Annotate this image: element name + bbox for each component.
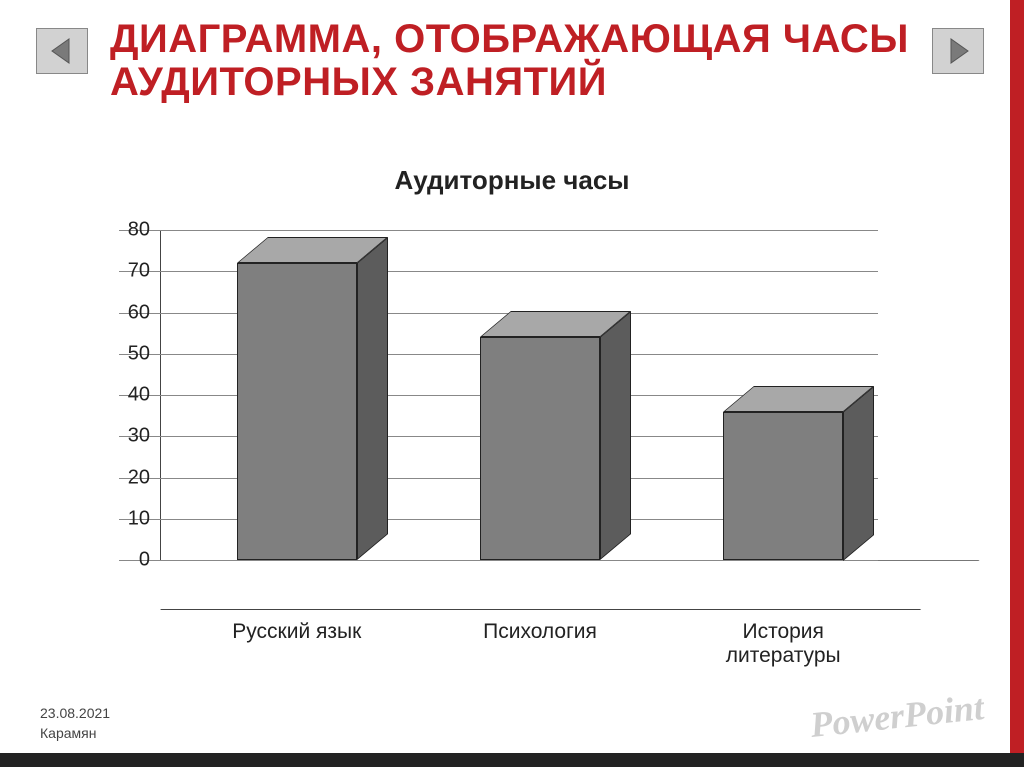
chart-title: Аудиторные часы [0, 165, 1024, 196]
bar [480, 337, 600, 560]
accent-bar-right [1010, 0, 1024, 767]
arrow-left-icon [47, 36, 77, 66]
slide: ДИАГРАММА, ОТОБРАЖАЮЩАЯ ЧАСЫ АУДИТОРНЫХ … [0, 0, 1024, 767]
y-tick-label: 70 [110, 260, 150, 283]
watermark: PowerPoint [808, 686, 985, 746]
gridline [119, 313, 878, 314]
bar [237, 263, 357, 560]
y-tick-label: 80 [110, 219, 150, 242]
bar-front [237, 263, 357, 560]
slide-title: ДИАГРАММА, ОТОБРАЖАЮЩАЯ ЧАСЫ АУДИТОРНЫХ … [110, 18, 1024, 104]
gridline [119, 560, 878, 561]
chart-floor [160, 560, 980, 610]
y-tick-label: 40 [110, 384, 150, 407]
x-category-label: Психология [440, 620, 640, 644]
y-tick-label: 50 [110, 342, 150, 365]
y-tick-label: 10 [110, 507, 150, 530]
bar-side [843, 385, 874, 560]
slide-date: 23.08.2021 [40, 705, 110, 721]
y-tick-label: 0 [110, 549, 150, 572]
bar [723, 412, 843, 561]
x-category-label: Русский язык [197, 620, 397, 644]
prev-slide-button[interactable] [36, 28, 88, 74]
gridline [119, 271, 878, 272]
x-category-label: История литературы [683, 620, 883, 668]
bar-side [357, 237, 388, 560]
slide-author: Карамян [40, 725, 96, 741]
y-tick-label: 20 [110, 466, 150, 489]
plot-area: 01020304050607080 Русский языкПсихология… [160, 230, 920, 610]
bar-side [600, 311, 631, 560]
bar-front [480, 337, 600, 560]
gridline [119, 230, 878, 231]
bar-chart-3d: 0 10 20 30 40 50 60 70 80 Русский язык Психология… [70, 210, 940, 680]
accent-bar-bottom [0, 753, 1024, 767]
y-tick-label: 60 [110, 301, 150, 324]
bar-front [723, 412, 843, 561]
y-tick-label: 30 [110, 425, 150, 448]
